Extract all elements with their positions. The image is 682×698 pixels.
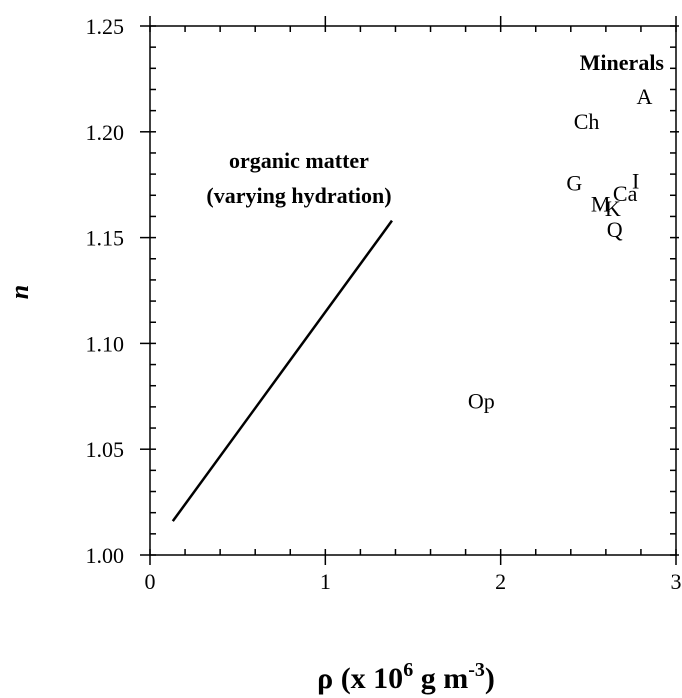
organic-matter-label-line1: organic matter	[229, 148, 369, 173]
y-axis-title: n	[5, 285, 34, 299]
x-tick-label: 0	[145, 569, 156, 594]
y-tick-label: 1.25	[86, 14, 125, 39]
organic-matter-label-line2: (varying hydration)	[206, 183, 391, 208]
y-tick-label: 1.15	[86, 226, 125, 251]
y-tick-label: 1.20	[86, 120, 125, 145]
point-label-op: Op	[468, 389, 495, 414]
point-label-q: Q	[607, 217, 623, 242]
point-label-a: A	[636, 84, 652, 109]
x-tick-label: 1	[320, 569, 331, 594]
x-axis-title: ρ (x 106 g m-3)	[317, 659, 495, 695]
axis-tick-labels: 0 1 2 3 1.00 1.05 1.10 1.15 1.20 1.25	[86, 14, 682, 594]
x-tick-label: 3	[671, 569, 682, 594]
point-label-m: M	[591, 192, 611, 217]
point-label-i: I	[632, 168, 639, 193]
minerals-heading: Minerals	[580, 50, 665, 75]
point-label-ch: Ch	[574, 109, 600, 134]
point-label-g: G	[566, 171, 582, 196]
point-label-k: K	[605, 196, 621, 221]
point-label-ca: Ca	[613, 181, 638, 206]
x-tick-label: 2	[495, 569, 506, 594]
axis-ticks	[140, 16, 679, 565]
y-tick-label: 1.00	[86, 543, 125, 568]
plot-frame	[149, 25, 677, 556]
y-tick-label: 1.10	[86, 331, 125, 356]
organic-matter-line	[171, 219, 393, 522]
y-tick-label: 1.05	[86, 437, 125, 462]
